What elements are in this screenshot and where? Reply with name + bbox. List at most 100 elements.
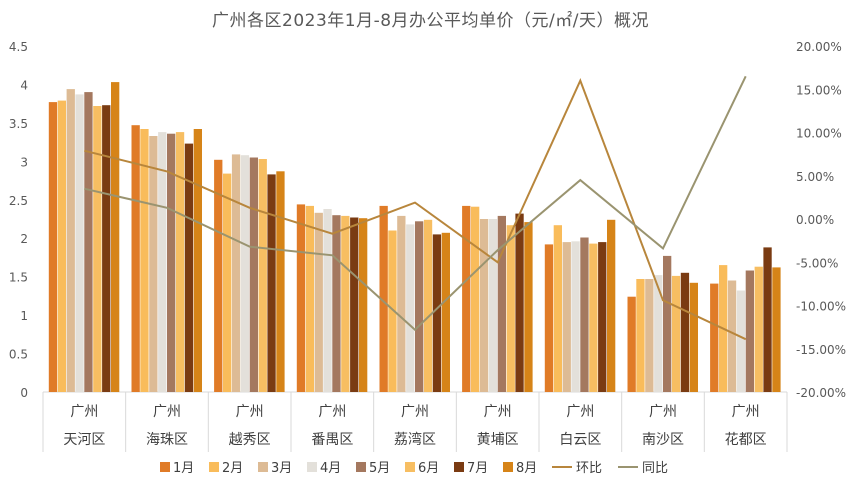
chart-title: 广州各区2023年1月-8月办公平均单价（元/㎡/天）概况: [212, 11, 649, 31]
legend-swatch: [454, 462, 464, 472]
legend-label: 6月: [418, 461, 439, 476]
x-category-label: 天河区: [63, 432, 105, 448]
bar: [515, 213, 524, 392]
x-group-label: 广州: [236, 404, 264, 420]
y-left-tick-label: 2: [20, 232, 28, 246]
bar: [350, 217, 359, 392]
bar: [432, 234, 442, 392]
bar: [193, 129, 202, 392]
bar: [48, 102, 58, 392]
bar: [571, 241, 580, 392]
x-category-label: 越秀区: [229, 432, 271, 448]
bar: [214, 159, 223, 392]
y-right-tick-label: -20.00%: [796, 386, 846, 400]
bar: [763, 247, 772, 392]
legend: 1月 2月 3月 4月 5月 6月 7月 8月 环比 同比: [160, 461, 668, 476]
bar: [323, 209, 332, 392]
bar: [772, 267, 781, 392]
bar: [175, 132, 185, 392]
bar: [589, 243, 598, 392]
y-left-tick-label: 2.5: [9, 194, 28, 208]
bar: [654, 275, 663, 392]
y-left-tick-label: 0: [20, 386, 28, 400]
bar: [607, 219, 616, 392]
y-right-tick-label: 10.00%: [796, 127, 842, 141]
bar: [158, 132, 167, 392]
bar: [406, 224, 415, 392]
bar: [57, 100, 66, 392]
bar: [332, 215, 341, 392]
bar: [524, 222, 533, 392]
y-left-tick-label: 1.5: [9, 271, 28, 285]
bar: [140, 129, 149, 392]
legend-label: 3月: [271, 461, 292, 476]
bar: [479, 219, 489, 392]
bar: [645, 279, 654, 392]
bar: [736, 290, 746, 392]
line-series: [84, 75, 747, 341]
bar: [223, 173, 232, 392]
y-left-tick-label: 3: [20, 155, 28, 169]
x-group-label: 广州: [484, 404, 512, 420]
bar: [75, 94, 84, 393]
bar: [544, 244, 554, 392]
legend-label: 7月: [467, 461, 488, 476]
y-left-tick-label: 4: [20, 78, 28, 92]
y-left-tick-label: 1: [20, 309, 28, 323]
legend-swatch: [258, 462, 268, 472]
legend-label: 2月: [222, 461, 243, 476]
bar: [553, 225, 562, 392]
bar: [267, 174, 276, 392]
bar: [506, 225, 515, 392]
y-left-tick-label: 3.5: [9, 117, 28, 131]
legend-swatch: [209, 462, 219, 472]
bar: [497, 215, 506, 392]
bar: [184, 143, 194, 392]
bar: [397, 215, 406, 392]
bar: [754, 266, 763, 392]
y-right-tick-label: -10.00%: [796, 300, 846, 314]
bar: [93, 106, 102, 392]
bar: [680, 272, 690, 392]
x-category-label: 南沙区: [642, 432, 684, 448]
bar: [580, 237, 589, 392]
x-category-label: 海珠区: [146, 432, 188, 448]
legend-swatch: [503, 462, 513, 472]
x-group-label: 广州: [70, 404, 98, 420]
legend-swatch: [356, 462, 366, 472]
bar: [423, 219, 433, 392]
bar: [471, 206, 480, 392]
bar: [562, 242, 571, 392]
y-right-tick-label: 20.00%: [796, 40, 842, 54]
bar: [488, 219, 498, 392]
x-category-label: 黄埔区: [477, 431, 519, 448]
y-right-tick-label: 5.00%: [796, 170, 834, 184]
bar: [149, 136, 158, 392]
bar: [598, 242, 607, 392]
x-group-label: 广州: [732, 404, 760, 420]
bar: [240, 155, 250, 392]
y-right-tick-label: -15.00%: [796, 343, 846, 357]
series-line: [84, 75, 747, 332]
legend-label: 环比: [576, 461, 602, 476]
x-group-label: 广州: [401, 404, 429, 420]
legend-label: 5月: [369, 461, 390, 476]
legend-swatch: [405, 462, 415, 472]
bar: [359, 218, 368, 392]
legend-label: 1月: [173, 461, 194, 476]
bar: [441, 232, 450, 392]
x-group-label: 广州: [153, 404, 181, 420]
bar: [314, 212, 323, 392]
y-left-tick-label: 0.5: [9, 348, 28, 362]
legend-label: 8月: [516, 461, 537, 476]
legend-label: 4月: [320, 461, 341, 476]
bar: [296, 204, 306, 392]
y-right-tick-label: 0.00%: [796, 213, 834, 227]
bar: [379, 205, 388, 392]
x-category-label: 花都区: [725, 432, 767, 448]
bar: [305, 205, 314, 392]
x-category-label: 白云区: [559, 432, 601, 448]
bar: [415, 221, 424, 392]
